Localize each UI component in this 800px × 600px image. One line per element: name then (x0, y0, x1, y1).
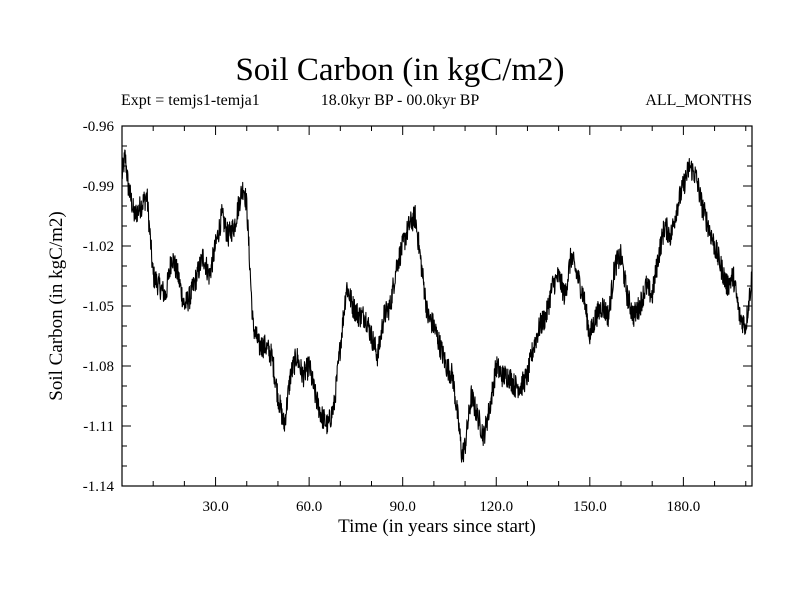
y-axis-label: Soil Carbon (in kgC/m2) (46, 211, 67, 400)
x-tick-label: 120.0 (479, 499, 513, 515)
y-tick-label: -1.14 (83, 479, 115, 495)
y-tick-label: -0.99 (83, 179, 114, 195)
series-layer (121, 149, 753, 463)
y-tick-label: -1.08 (83, 359, 114, 375)
plot-frame (121, 125, 753, 487)
x-tick-label: 180.0 (667, 499, 701, 515)
x-tick-label: 150.0 (573, 499, 607, 515)
y-tick-label: -1.11 (83, 419, 114, 435)
y-tick-label: -0.96 (83, 119, 115, 135)
y-tick-label: -1.02 (83, 239, 114, 255)
period-label: 18.0kyr BP - 00.0kyr BP (320, 92, 480, 109)
axis-layer: 30.0 60.0 90.0 120.0 150.0 180.0 -0.96 -0.99 -1.… (83, 119, 752, 515)
x-tick-label: 90.0 (390, 499, 416, 515)
x-axis-label: Time (in years since start) (338, 516, 536, 537)
x-tick-label: 60.0 (296, 499, 322, 515)
y-tick-label: -1.05 (83, 299, 114, 315)
x-tick-label: 30.0 (202, 499, 228, 515)
months-label: ALL_MONTHS (645, 92, 752, 109)
experiment-label: Expt = temjs1-temja1 (121, 92, 260, 109)
chart-title: Soil Carbon (in kgC/m2) (235, 52, 565, 88)
series-line (121, 149, 753, 463)
